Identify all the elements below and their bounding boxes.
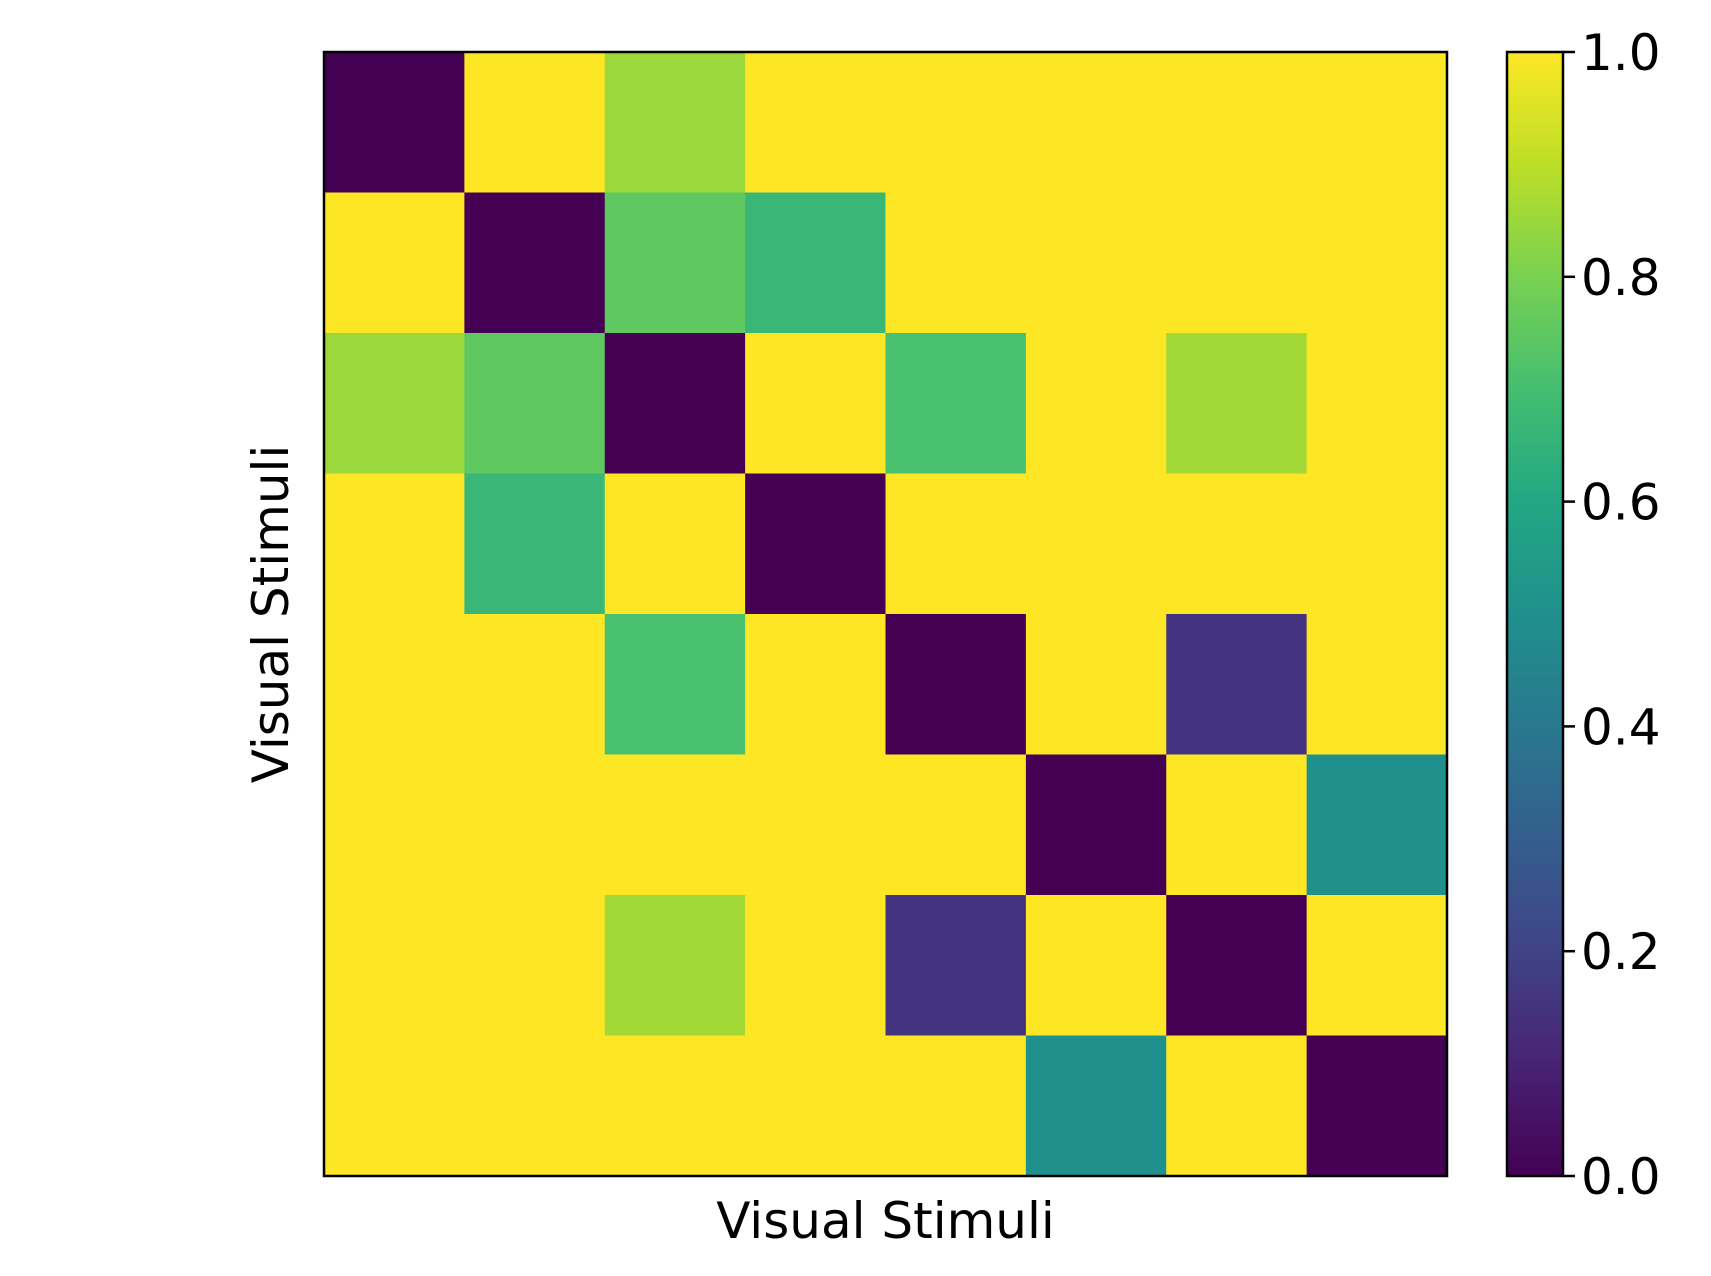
heatmap-cell-r7-c0 [324, 1035, 465, 1177]
colorbar-tick-label: 1.0 [1581, 24, 1661, 82]
heatmap-cell-r3-c0 [324, 473, 465, 615]
heatmap-cell-r3-c3 [745, 473, 887, 615]
x-axis-label: Visual Stimuli [716, 1192, 1055, 1250]
heatmap-cell-r5-c7 [1306, 754, 1448, 896]
heatmap-cell-r7-c5 [1025, 1035, 1167, 1177]
heatmap-cell-r7-c2 [604, 1035, 746, 1177]
heatmap-cell-r2-c6 [1166, 333, 1308, 475]
heatmap-cell-r5-c1 [464, 754, 606, 896]
heatmap-cell-r4-c2 [604, 614, 746, 756]
heatmap-cell-r7-c3 [745, 1035, 887, 1177]
heatmap-cell-r5-c0 [324, 754, 465, 896]
heatmap-cell-r3-c7 [1306, 473, 1448, 615]
heatmap-cell-r5-c5 [1025, 754, 1167, 896]
heatmap-cell-r1-c7 [1306, 192, 1448, 334]
heatmap-cell-r0-c4 [885, 52, 1027, 194]
heatmap-cell-r6-c2 [604, 895, 746, 1037]
heatmap-cell-r7-c7 [1306, 1035, 1448, 1177]
heatmap-cell-r1-c0 [324, 192, 465, 334]
heatmap-cell-r6-c1 [464, 895, 606, 1037]
heatmap-cell-r1-c2 [604, 192, 746, 334]
heatmap-cell-r5-c6 [1166, 754, 1308, 896]
heatmap-cell-r4-c0 [324, 614, 465, 756]
heatmap-cell-r6-c0 [324, 895, 465, 1037]
colorbar-tick-label: 0.2 [1581, 923, 1661, 981]
heatmap-cell-r4-c4 [885, 614, 1027, 756]
heatmap-cell-r3-c5 [1025, 473, 1167, 615]
heatmap-cell-r4-c3 [745, 614, 887, 756]
heatmap-cell-r3-c4 [885, 473, 1027, 615]
plot-frame [322, 50, 1449, 1178]
heatmap-cell-r2-c1 [464, 333, 606, 475]
heatmap-cell-r4-c1 [464, 614, 606, 756]
heatmap-cell-r7-c6 [1166, 1035, 1308, 1177]
heatmap-cell-r2-c7 [1306, 333, 1448, 475]
heatmap-cell-r4-c7 [1306, 614, 1448, 756]
heatmap-cell-r2-c4 [885, 333, 1027, 475]
heatmap-cell-r3-c1 [464, 473, 606, 615]
heatmap-cell-r4-c5 [1025, 614, 1167, 756]
colorbar-tick-label: 0.6 [1581, 474, 1661, 532]
colorbar-tick-label: 0.0 [1581, 1148, 1661, 1206]
heatmap-cell-r7-c1 [464, 1035, 606, 1177]
heatmap-cell-r4-c6 [1166, 614, 1308, 756]
heatmap-cell-r2-c2 [604, 333, 746, 475]
colorbar-tick-label: 0.4 [1581, 698, 1661, 756]
heatmap-cell-r5-c4 [885, 754, 1027, 896]
heatmap-cell-r6-c3 [745, 895, 887, 1037]
heatmap-cell-r6-c4 [885, 895, 1027, 1037]
colorbar-tick-label: 0.8 [1581, 249, 1661, 307]
heatmap-cell-r0-c2 [604, 52, 746, 194]
heatmap-cells [324, 52, 1448, 1177]
heatmap-cell-r1-c6 [1166, 192, 1308, 334]
heatmap-cell-r0-c0 [324, 52, 465, 194]
heatmap-cell-r5-c2 [604, 754, 746, 896]
colorbar-ticks: 0.0 0.2 0.4 0.6 0.8 1.0 [1563, 24, 1661, 1206]
heatmap-cell-r6-c5 [1025, 895, 1167, 1037]
heatmap-cell-r6-c7 [1306, 895, 1448, 1037]
heatmap-cell-r0-c1 [464, 52, 606, 194]
heatmap-cell-r1-c3 [745, 192, 887, 334]
heatmap-cell-r2-c0 [324, 333, 465, 475]
colorbar [1505, 50, 1565, 1178]
heatmap-cell-r2-c5 [1025, 333, 1167, 475]
heatmap-cell-r1-c5 [1025, 192, 1167, 334]
heatmap-cell-r0-c3 [745, 52, 887, 194]
heatmap-cell-r0-c6 [1166, 52, 1308, 194]
heatmap-cell-r7-c4 [885, 1035, 1027, 1177]
heatmap-cell-r5-c3 [745, 754, 887, 896]
heatmap-cell-r3-c2 [604, 473, 746, 615]
heatmap-cell-r1-c4 [885, 192, 1027, 334]
heatmap-cell-r0-c7 [1306, 52, 1448, 194]
y-axis-label: Visual Stimuli [242, 445, 300, 784]
heatmap-cell-r0-c5 [1025, 52, 1167, 194]
heatmap-cell-r3-c6 [1166, 473, 1308, 615]
heatmap-cell-r6-c6 [1166, 895, 1308, 1037]
heatmap-cell-r2-c3 [745, 333, 887, 475]
heatmap-cell-r1-c1 [464, 192, 606, 334]
